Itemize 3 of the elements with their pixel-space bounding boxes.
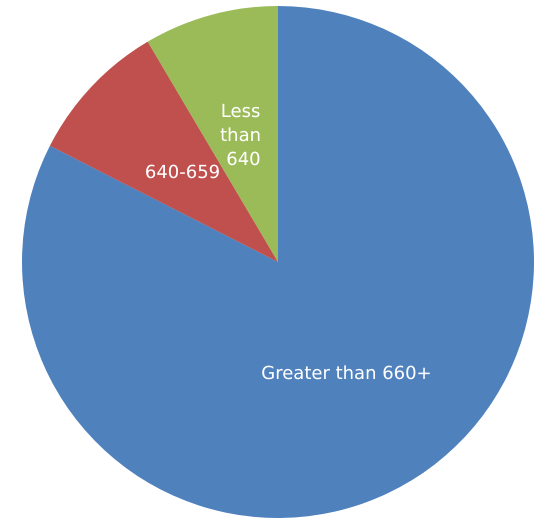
- slice-label: Greater than 660+: [261, 363, 432, 384]
- slice-label: Less than 640: [220, 101, 267, 170]
- slice-label: 640-659: [144, 162, 220, 183]
